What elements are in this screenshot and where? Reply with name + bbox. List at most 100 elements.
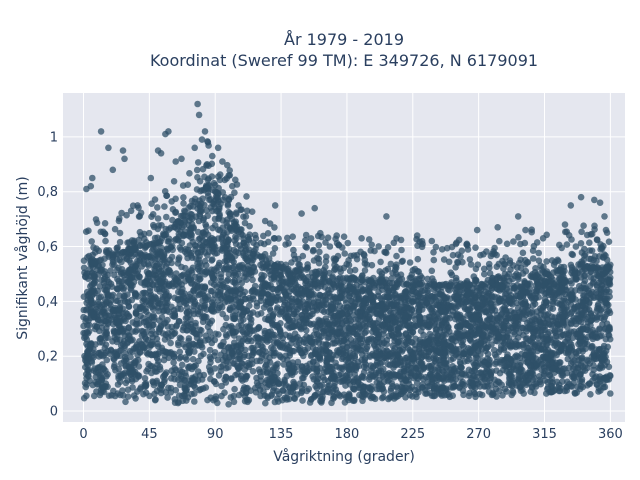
data-point [328, 399, 335, 407]
data-point [264, 365, 272, 372]
data-point [482, 362, 489, 370]
data-point [258, 342, 265, 350]
data-point [372, 310, 380, 318]
data-point [224, 241, 231, 248]
data-point [191, 348, 198, 355]
data-point [89, 381, 97, 389]
data-point [84, 372, 92, 379]
data-point [428, 297, 435, 305]
data-point [367, 385, 375, 393]
data-point [491, 351, 499, 358]
data-point [121, 276, 128, 284]
data-point [518, 286, 526, 293]
data-point [499, 392, 506, 399]
data-point [460, 391, 467, 399]
data-point [102, 334, 109, 342]
data-point [161, 292, 169, 300]
data-point [231, 289, 238, 297]
data-point [507, 307, 515, 315]
data-point [300, 352, 307, 360]
data-point [461, 358, 468, 365]
data-point [102, 367, 109, 375]
data-point [370, 293, 377, 300]
data-point [164, 316, 171, 324]
data-point [401, 289, 409, 296]
data-point [216, 210, 223, 218]
data-point [389, 382, 396, 390]
data-point [137, 384, 145, 391]
data-point [206, 328, 213, 335]
data-point [407, 304, 414, 311]
data-point [496, 369, 504, 377]
data-point [378, 394, 386, 402]
data-point [398, 295, 406, 302]
data-point [122, 379, 130, 387]
data-point [298, 389, 305, 397]
data-point [405, 361, 412, 369]
data-point [527, 347, 535, 355]
data-point [340, 391, 348, 399]
data-point [576, 338, 584, 346]
data-point [535, 293, 542, 301]
data-point [191, 390, 198, 397]
data-point [572, 320, 580, 328]
data-point [145, 360, 152, 368]
data-point [247, 319, 255, 327]
data-point [215, 331, 222, 338]
data-point [572, 374, 579, 381]
data-point [252, 389, 260, 396]
data-point [454, 370, 461, 377]
data-point [276, 311, 283, 318]
data-point [425, 347, 433, 355]
data-point [141, 375, 149, 382]
data-point [363, 339, 370, 346]
data-point [157, 300, 164, 308]
data-point [96, 283, 104, 290]
data-point [146, 288, 154, 295]
data-point [461, 370, 468, 377]
data-point [466, 389, 473, 397]
data-point [341, 399, 349, 406]
data-point [489, 320, 496, 328]
data-point [321, 292, 329, 299]
data-point [361, 329, 369, 337]
data-point [574, 330, 581, 338]
data-point [142, 389, 150, 397]
data-point [241, 273, 248, 281]
data-point [233, 234, 240, 242]
data-point [597, 289, 605, 296]
data-point [451, 346, 459, 353]
data-point [352, 337, 360, 345]
data-point [231, 385, 238, 393]
data-point [246, 302, 253, 310]
data-point [320, 369, 328, 376]
data-point [211, 365, 219, 372]
data-point [288, 323, 296, 331]
data-point [156, 240, 163, 247]
data-point [246, 314, 253, 321]
data-point [512, 314, 520, 321]
data-point [418, 384, 426, 391]
data-point [271, 373, 278, 381]
data-point [150, 381, 158, 389]
data-point [432, 316, 440, 324]
data-point [483, 317, 491, 324]
data-point [431, 352, 438, 360]
data-point [187, 210, 194, 218]
data-point [373, 385, 381, 393]
data-point [428, 333, 435, 340]
data-point [165, 354, 172, 362]
data-point [173, 270, 180, 277]
data-point [99, 361, 106, 368]
data-point [292, 285, 300, 292]
data-point [203, 223, 210, 230]
data-point [528, 384, 536, 391]
data-point [183, 304, 191, 311]
data-point [182, 387, 190, 394]
data-point [162, 269, 169, 276]
data-point [218, 236, 226, 243]
data-point [450, 379, 457, 387]
data-point [529, 302, 537, 309]
data-point [229, 350, 236, 358]
data-point [305, 334, 313, 342]
